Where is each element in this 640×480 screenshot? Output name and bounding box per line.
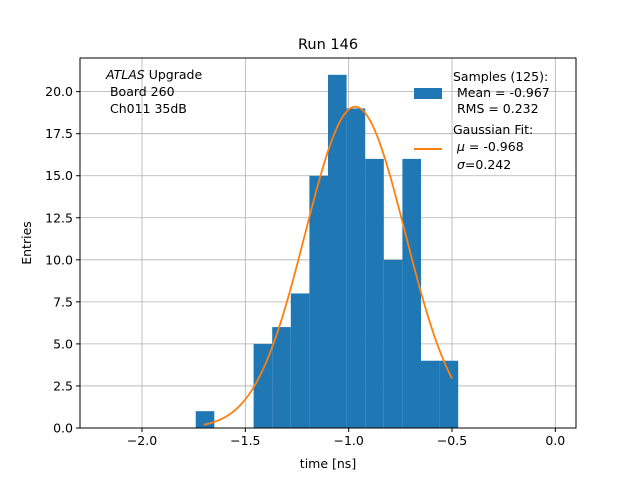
histogram-bar (365, 158, 384, 428)
svg-text:σ=0.242: σ=0.242 (453, 157, 511, 172)
x-tick-label: −1.5 (230, 433, 260, 448)
y-tick-label: 2.5 (53, 378, 73, 393)
legend-fit-mu-symbol: μ (456, 139, 465, 154)
svg-text:ATLAS Upgrade: ATLAS Upgrade (105, 67, 202, 82)
plot-frame (79, 57, 577, 429)
x-axis-label: time [ns] (300, 456, 356, 471)
y-tick-label: 17.5 (45, 126, 73, 141)
legend-samples-mean: Mean = -0.967 (453, 85, 550, 100)
legend-samples-swatch (414, 88, 442, 99)
fit-curve (203, 105, 453, 426)
histogram-bar (402, 158, 421, 428)
legend: Samples (125): Mean = -0.967 RMS = 0.232… (414, 69, 550, 172)
histogram-bar (328, 74, 347, 429)
y-tick-label: 15.0 (45, 168, 73, 183)
svg-text:μ = -0.968: μ = -0.968 (453, 139, 524, 154)
y-tick-label: 5.0 (53, 336, 73, 351)
x-tick-label: −0.5 (437, 433, 467, 448)
histogram-bar (272, 327, 291, 428)
legend-samples-label: Samples (125): (453, 69, 548, 84)
histogram-bar (383, 259, 403, 428)
gaussian-fit (203, 105, 453, 426)
annotation-experiment: ATLAS (105, 67, 145, 82)
legend-fit-mu-value: = -0.968 (465, 139, 524, 154)
legend-fit-sigma-symbol: σ (457, 157, 466, 172)
y-tick-label: 10.0 (45, 252, 73, 267)
legend-fit-label: Gaussian Fit: (453, 122, 533, 137)
histogram-bars (195, 74, 459, 429)
histogram-bar (421, 360, 440, 428)
histogram-bar (195, 411, 215, 428)
legend-samples-rms: RMS = 0.232 (453, 101, 539, 116)
histogram-bar (309, 175, 328, 428)
y-tick-label: 7.5 (53, 294, 73, 309)
y-tick-label: 20.0 (45, 84, 73, 99)
annotation-line1: Upgrade (145, 67, 203, 82)
y-axis-label: Entries (19, 221, 34, 265)
y-tick-label: 12.5 (45, 210, 73, 225)
annotation-line3: Ch011 35dB (106, 101, 187, 116)
histogram-bar (253, 343, 273, 428)
legend-fit-sigma-value: =0.242 (465, 157, 511, 172)
x-tick-label: −2.0 (127, 433, 157, 448)
y-tick-label: 0.0 (53, 421, 73, 436)
x-tick-label: 0.0 (545, 433, 565, 448)
histogram-bar (346, 108, 366, 429)
axis-ticks: −2.0 −1.5 −1.0 −0.5 0.0 0.0 2.5 5.0 7.5 10.0 12.5 1… (45, 84, 565, 448)
annotation-line2: Board 260 (106, 84, 175, 99)
histogram-bar (439, 360, 459, 428)
x-tick-label: −1.0 (333, 433, 363, 448)
histogram-bar (290, 293, 310, 428)
annotation: ATLAS Upgrade Board 260 Ch011 35dB (105, 67, 202, 116)
chart-title: Run 146 (298, 37, 358, 53)
